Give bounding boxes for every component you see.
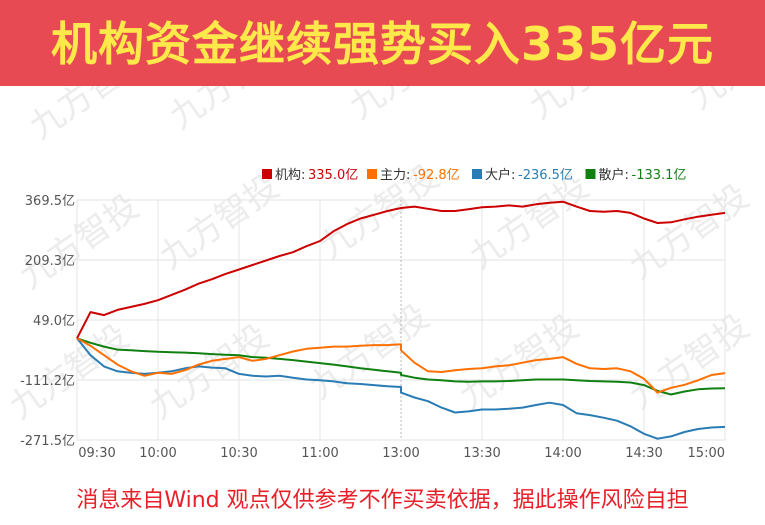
x-tick-label: 10:30 (220, 446, 257, 461)
series-line-散户 (76, 337, 726, 396)
x-tick-label: 14:00 (544, 446, 581, 461)
watermark-text: 九方智投 (22, 86, 156, 147)
series-layer (76, 200, 726, 440)
y-tick-label: -111.2亿 (20, 374, 75, 389)
x-tick-label: 09:30 (78, 446, 115, 461)
banner-title: 机构资金继续强势买入335亿元 (50, 17, 715, 71)
legend-swatch (472, 169, 482, 179)
y-tick-label: 209.3亿 (25, 254, 75, 269)
watermark-text: 九方智投 (682, 86, 765, 117)
legend-value: 335.0亿 (308, 168, 358, 183)
x-tick-label: 15:00 (688, 446, 725, 461)
legend-swatch (367, 169, 377, 179)
x-tick-label: 13:30 (463, 446, 500, 461)
chart-legend: 机构: 335.0亿 主力: -92.8亿 大户: -236.5亿 散户: -133.1亿 (262, 167, 686, 183)
watermark-text: 九方智投 (622, 177, 756, 288)
series-line-大户 (76, 337, 726, 440)
x-tick-label: 13:00 (382, 446, 419, 461)
x-tick-label: 11:00 (301, 446, 338, 461)
legend-swatch (585, 169, 596, 179)
y-tick-label: 369.5亿 (25, 194, 75, 209)
legend-swatch (262, 169, 272, 179)
watermark-text: 九方智投 (452, 307, 586, 418)
watermark-text: 九方智投 (622, 307, 756, 418)
watermark-text: 九方智投 (342, 86, 476, 127)
watermark-text: 九方智投 (522, 86, 656, 127)
legend-value: -92.8亿 (413, 168, 460, 183)
y-tick-label: 49.0亿 (33, 314, 75, 329)
y-tick-label: -271.5亿 (20, 434, 75, 449)
title-banner: 机构资金继续强势买入335亿元 (0, 0, 765, 86)
legend-label: 大户: (485, 167, 515, 183)
legend-label: 主力: (380, 168, 410, 183)
x-tick-label: 14:30 (625, 446, 662, 461)
legend-label: 散户: (599, 167, 629, 183)
watermark-text: 九方智投 (162, 86, 296, 137)
legend-value: -133.1亿 (632, 168, 687, 183)
series-line-机构 (76, 200, 726, 339)
x-tick-label: 10:00 (139, 446, 176, 461)
series-line-主力 (76, 337, 726, 394)
legend-label: 机构: (275, 168, 305, 183)
watermark-text: 九方智投 (302, 297, 436, 408)
watermark-text: 九方智投 (2, 317, 136, 428)
legend-value: -236.5亿 (518, 168, 573, 183)
disclaimer-footer: 消息来自Wind 观点仅供参考不作买卖依据，据此操作风险自担 (76, 488, 689, 513)
